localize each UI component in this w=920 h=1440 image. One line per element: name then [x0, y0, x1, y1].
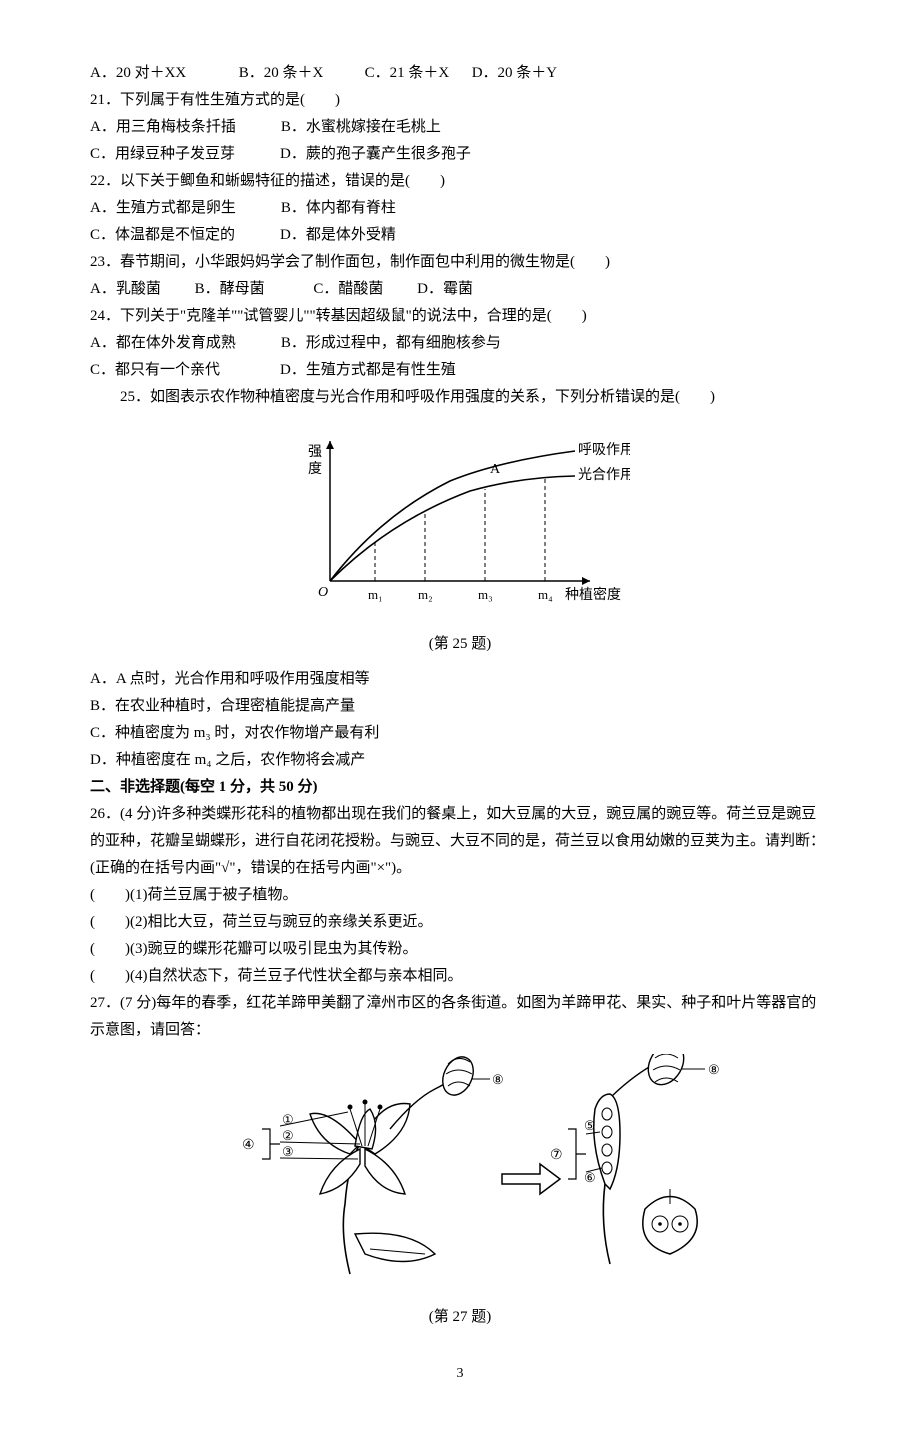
q26-i1: ( )(1)荷兰豆属于被子植物。: [90, 882, 830, 909]
q27-label-4: ④: [242, 1138, 255, 1153]
q26-i4: ( )(4)自然状态下，荷兰豆子代性状全都与亲本相同。: [90, 963, 830, 990]
q26-i3: ( )(3)豌豆的蝶形花瓣可以吸引昆虫为其传粉。: [90, 936, 830, 963]
q27-caption: (第 27 题): [90, 1304, 830, 1331]
q23-opt-a: A．乳酸菌: [90, 281, 161, 297]
q21-row1: A．用三角梅枝条扦插 B．水蜜桃嫁接在毛桃上: [90, 114, 830, 141]
q22-row1: A．生殖方式都是卵生 B．体内都有脊柱: [90, 195, 830, 222]
q21-opt-b: B．水蜜桃嫁接在毛桃上: [281, 119, 441, 135]
q21-row2: C．用绿豆种子发豆芽 D．蕨的孢子囊产生很多孢子: [90, 141, 830, 168]
chart-ylabel-1: 强: [308, 445, 322, 460]
q25-opt-a: A．A 点时，光合作用和呼吸作用强度相等: [90, 666, 830, 693]
chart-origin: O: [318, 585, 328, 600]
q25-opt-b: B．在农业种植时，合理密植能提高产量: [90, 693, 830, 720]
q25-caption: (第 25 题): [90, 631, 830, 658]
q24-row2: C．都只有一个亲代 D．生殖方式都是有性生殖: [90, 357, 830, 384]
q26-i2: ( )(2)相比大豆，荷兰豆与豌豆的亲缘关系更近。: [90, 909, 830, 936]
q24-opt-b: B．形成过程中，都有细胞核参与: [281, 335, 501, 351]
q22-opt-b: B．体内都有脊柱: [281, 200, 396, 216]
q23-opts: A．乳酸菌 B．酵母菌 C．醋酸菌 D．霉菌: [90, 276, 830, 303]
q22-row2: C．体温都是不恒定的 D．都是体外受精: [90, 222, 830, 249]
q22-opt-c: C．体温都是不恒定的: [90, 227, 235, 243]
q27-stem: 27．(7 分)每年的春季，红花羊蹄甲美翻了漳州市区的各条街道。如图为羊蹄甲花、…: [90, 990, 830, 1044]
q20-opt-c: C．21 条＋X: [365, 65, 450, 81]
q26-stem: 26．(4 分)许多种类蝶形花科的植物都出现在我们的餐桌上，如大豆属的大豆，豌豆…: [90, 801, 830, 882]
q27-label-1: ①: [282, 1112, 294, 1127]
chart-point-a: A: [490, 462, 501, 477]
q23-opt-b: B．酵母菌: [195, 281, 265, 297]
q27-label-8-left: ⑧: [492, 1072, 504, 1087]
chart-series1-label: 呼吸作用: [578, 442, 630, 458]
q20-options: A．20 对＋XX B．20 条＋X C．21 条＋X D．20 条＋Y: [90, 60, 830, 87]
q25-stem: 25．如图表示农作物种植密度与光合作用和呼吸作用强度的关系，下列分析错误的是( …: [90, 384, 830, 411]
q25-opt-c: C．种植密度为 m₃ 时，对农作物增产最有利: [90, 720, 830, 747]
q22-stem: 22．以下关于鲫鱼和蜥蜴特征的描述，错误的是( ): [90, 168, 830, 195]
chart-tick-m2: m₂: [418, 587, 433, 602]
q20-opt-b: B．20 条＋X: [239, 65, 324, 81]
chart-tick-m1: m₁: [368, 587, 383, 602]
q27-label-5: ⑤: [584, 1118, 596, 1133]
q23-opt-d: D．霉菌: [417, 281, 473, 297]
q27-label-3: ③: [282, 1144, 294, 1159]
q22-opt-a: A．生殖方式都是卵生: [90, 200, 236, 216]
q22-opt-d: D．都是体外受精: [280, 227, 396, 243]
chart-xlabel: 种植密度: [565, 586, 621, 603]
q20-opt-a: A．20 对＋XX: [90, 65, 186, 81]
q25-chart: 强 度 O m₁ m₂ m₃ m₄ 种植密度 A 呼吸作用 光合作用: [90, 421, 830, 621]
q20-opt-d: D．20 条＋Y: [472, 65, 557, 81]
q21-opt-d: D．蕨的孢子囊产生很多孢子: [280, 146, 471, 162]
section2-title: 二、非选择题(每空 1 分，共 50 分): [90, 774, 830, 801]
q25-opt-d: D．种植密度在 m₄ 之后，农作物将会减产: [90, 747, 830, 774]
q23-stem: 23．春节期间，小华跟妈妈学会了制作面包，制作面包中利用的微生物是( ): [90, 249, 830, 276]
q24-opt-a: A．都在体外发育成熟: [90, 335, 236, 351]
chart-tick-m4: m₄: [538, 587, 553, 602]
q24-opt-d: D．生殖方式都是有性生殖: [280, 362, 456, 378]
q21-opt-a: A．用三角梅枝条扦插: [90, 119, 236, 135]
q21-stem: 21．下列属于有性生殖方式的是( ): [90, 87, 830, 114]
q24-opt-c: C．都只有一个亲代: [90, 362, 220, 378]
q27-label-6: ⑥: [584, 1170, 596, 1185]
q23-opt-c: C．醋酸菌: [313, 281, 383, 297]
q24-row1: A．都在体外发育成熟 B．形成过程中，都有细胞核参与: [90, 330, 830, 357]
chart-tick-m3: m₃: [478, 587, 493, 602]
chart-ylabel-2: 度: [308, 461, 322, 477]
q27-label-8-right: ⑧: [708, 1062, 720, 1077]
page-number: 3: [90, 1361, 830, 1386]
chart-series2-label: 光合作用: [578, 467, 630, 483]
q21-opt-c: C．用绿豆种子发豆芽: [90, 146, 235, 162]
q27-diagram: ④ ① ② ③ ⑧ ⑦ ⑤ ⑥ ⑧: [90, 1054, 830, 1294]
q24-stem: 24．下列关于"克隆羊""试管婴儿""转基因超级鼠"的说法中，合理的是( ): [90, 303, 830, 330]
q27-label-7: ⑦: [550, 1148, 563, 1163]
q27-label-2: ②: [282, 1128, 294, 1143]
